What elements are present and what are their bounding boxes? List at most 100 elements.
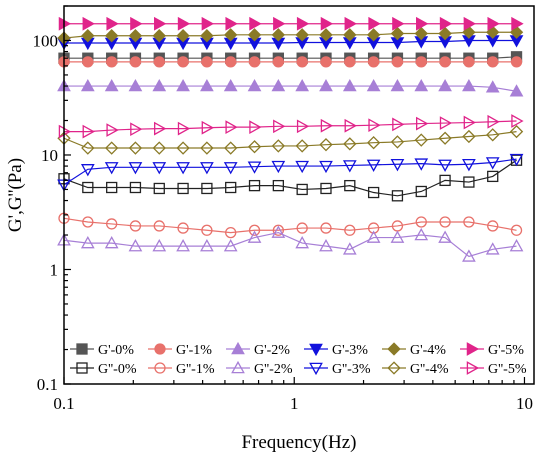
data-point	[152, 239, 167, 252]
data-point	[272, 224, 284, 236]
data-point	[368, 118, 381, 133]
data-point	[367, 186, 380, 199]
legend-label: G'-0%	[98, 343, 134, 358]
legend-marker	[387, 361, 401, 375]
data-point	[510, 224, 523, 236]
data-point	[487, 16, 500, 31]
data-point	[177, 56, 189, 68]
data-point	[295, 139, 309, 153]
legend-entry: G''-5%	[460, 361, 527, 377]
data-point	[296, 119, 310, 134]
data-point	[106, 56, 118, 68]
data-point	[439, 216, 451, 228]
data-point	[366, 28, 381, 42]
data-point	[390, 26, 405, 41]
data-point	[342, 242, 357, 255]
series-7	[58, 212, 523, 239]
data-point	[177, 16, 191, 31]
data-point	[249, 16, 262, 31]
legend-marker	[154, 343, 166, 355]
data-point	[105, 141, 119, 155]
data-point	[271, 28, 286, 42]
data-point	[80, 164, 95, 177]
data-point	[509, 153, 524, 167]
data-point	[271, 160, 286, 174]
legend-entry: G'-3%	[304, 343, 368, 358]
x-tick-label: 10	[516, 394, 533, 413]
data-point	[177, 121, 191, 136]
legend-entry: G''-2%	[226, 360, 293, 377]
data-point	[416, 16, 429, 31]
data-point	[176, 78, 190, 92]
series-line	[64, 120, 517, 133]
data-point	[487, 56, 499, 68]
data-point	[82, 16, 95, 31]
y-tick-label: 0.1	[37, 375, 58, 394]
data-point	[225, 120, 238, 135]
data-point	[392, 16, 405, 31]
data-point	[81, 141, 95, 155]
x-tick-label: 0.1	[53, 394, 74, 413]
data-point	[319, 28, 333, 42]
data-point	[416, 116, 429, 131]
data-point	[320, 222, 332, 234]
data-point	[154, 121, 167, 136]
series-4	[57, 25, 524, 45]
data-point	[152, 162, 167, 175]
data-point	[200, 162, 214, 175]
legend-entry: G'-1%	[148, 343, 212, 358]
data-point	[106, 181, 118, 194]
data-point	[130, 16, 143, 31]
legend-entry: G'-0%	[70, 343, 134, 358]
series-6	[58, 154, 523, 202]
data-point	[224, 28, 238, 42]
legend-label: G''-0%	[98, 362, 137, 377]
data-point	[247, 161, 262, 174]
data-point	[390, 230, 405, 243]
data-point	[415, 185, 427, 198]
data-point	[105, 29, 119, 43]
legend-marker	[76, 362, 88, 374]
data-point	[225, 16, 238, 31]
data-point	[390, 135, 405, 149]
legend-label: G'-4%	[410, 343, 446, 358]
data-point	[509, 124, 524, 139]
data-point	[176, 162, 190, 175]
data-point	[295, 160, 310, 174]
data-point	[390, 78, 405, 92]
data-point	[80, 78, 95, 92]
data-point	[438, 230, 452, 243]
series-8	[57, 225, 524, 262]
data-point	[344, 224, 356, 236]
data-point	[176, 141, 190, 155]
data-point	[342, 78, 357, 92]
data-point	[463, 16, 476, 31]
y-tick-label: 10	[41, 146, 58, 165]
data-point	[510, 56, 523, 68]
data-point	[462, 25, 476, 39]
data-point	[438, 26, 452, 41]
data-point	[344, 16, 357, 31]
data-point	[320, 56, 332, 68]
legend-entry: G'-2%	[226, 341, 290, 358]
data-point	[438, 131, 452, 145]
legend-entry: G''-0%	[70, 362, 137, 377]
data-point	[343, 137, 357, 151]
data-point	[342, 160, 357, 173]
data-point	[153, 56, 165, 68]
data-point	[438, 159, 452, 172]
data-point	[152, 29, 166, 43]
data-point	[344, 56, 356, 68]
legend-entry: G''-4%	[382, 361, 449, 377]
data-point	[485, 242, 500, 255]
data-point	[320, 182, 332, 195]
legend-label: G'-5%	[488, 343, 524, 358]
data-point	[177, 222, 189, 234]
data-point	[415, 56, 427, 68]
legend: G'-0% G'-1% G'-2% G'-3% G'-4% G'-5% G''-0% G''-…	[70, 341, 527, 377]
data-point	[414, 227, 429, 241]
series-9	[57, 153, 524, 192]
series-3	[57, 35, 524, 51]
legend-label: G''-5%	[488, 362, 527, 377]
